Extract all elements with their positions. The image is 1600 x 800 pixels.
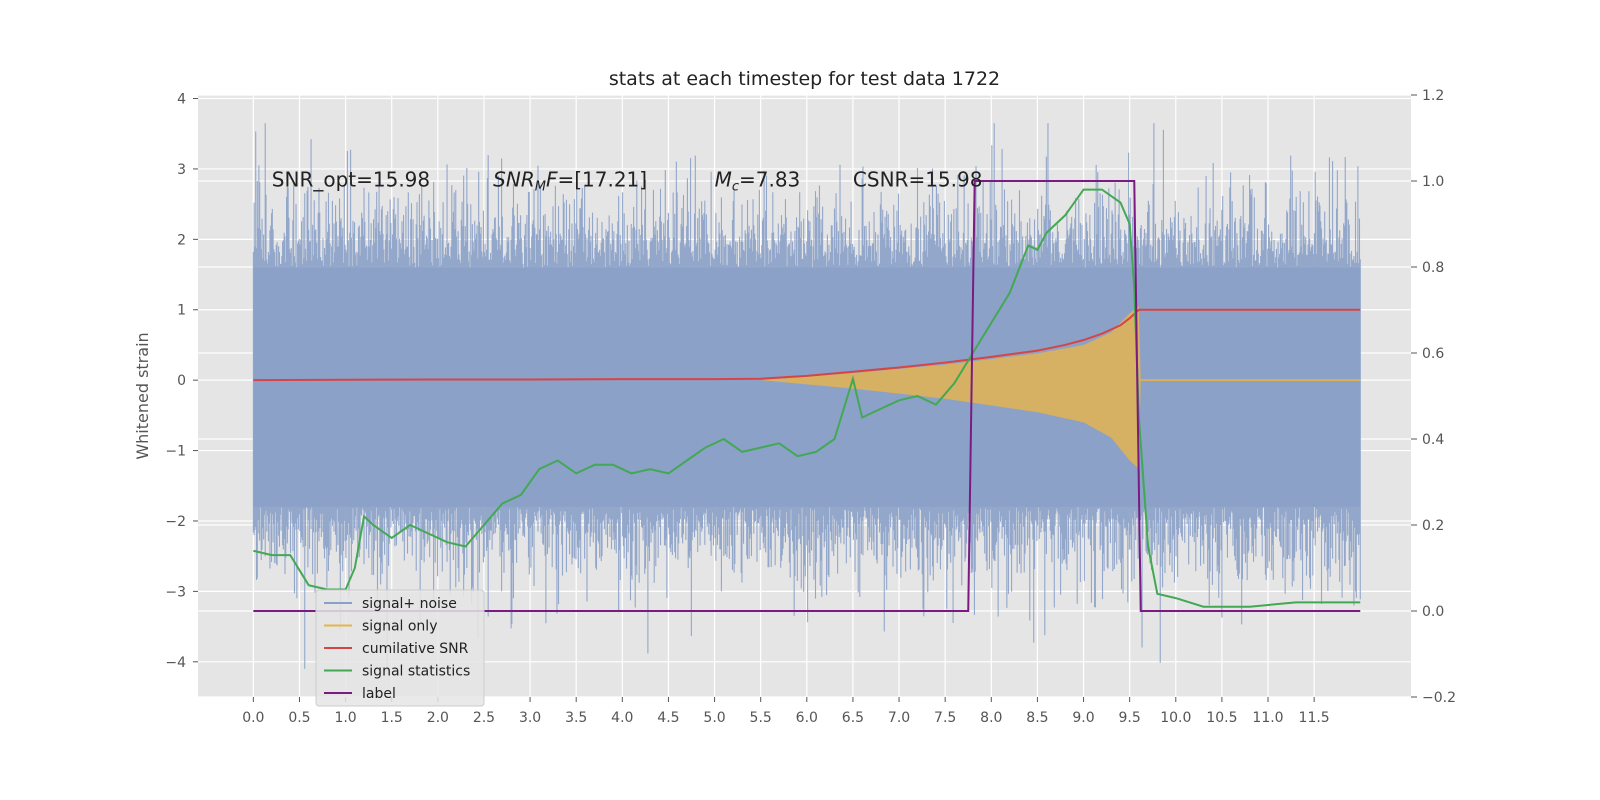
legend-entry: cumilative SNR [362, 641, 469, 657]
annotation-text: Mc=7.83 [715, 167, 801, 194]
x-tick-label: 10.0 [1160, 710, 1191, 726]
x-tick-label: 5.0 [703, 710, 725, 726]
y-tick-label: 3 [177, 162, 186, 178]
chart-title: stats at each timestep for test data 172… [609, 68, 1000, 90]
y-tick-label: 1 [177, 303, 186, 319]
legend-entry: label [362, 686, 396, 702]
legend-entry: signal+ noise [362, 596, 457, 612]
x-tick-label: 8.0 [980, 710, 1002, 726]
annotation-text: SNR_opt=15.98 [272, 167, 430, 191]
y-tick-label: −4 [165, 655, 186, 671]
annotation-subscript: c [732, 179, 739, 194]
x-tick-label: 2.0 [427, 710, 449, 726]
x-tick-label: 1.0 [334, 710, 356, 726]
annotation-subscript: M [535, 179, 546, 194]
annotation-rest: F [546, 167, 558, 191]
annotations: SNR_opt=15.98 SNRMF=[17.21] Mc=7.83 CSNR=15… [272, 167, 983, 194]
signal-noise-series [252, 123, 1361, 673]
x-tick-label: 11.0 [1252, 710, 1283, 726]
y2-tick-label: 1.2 [1422, 88, 1444, 104]
x-tick-label: 5.5 [750, 710, 772, 726]
y2-tick-label: 0.2 [1422, 518, 1444, 534]
x-tick-label: 10.5 [1206, 710, 1237, 726]
x-tick-label: 9.0 [1072, 710, 1094, 726]
x-tick-label: 8.5 [1026, 710, 1048, 726]
label-line [253, 180, 1361, 612]
y-axis-right: 1.2 1.0 0.8 0.6 0.4 0.2 0.0 −0.2 [1411, 88, 1456, 706]
x-tick-label: 2.5 [473, 710, 495, 726]
y-tick-label: −1 [165, 444, 186, 460]
y2-tick-label: −0.2 [1422, 690, 1456, 706]
x-tick-label: 11.5 [1299, 710, 1330, 726]
x-tick-label: 7.0 [888, 710, 910, 726]
x-tick-label: 9.5 [1119, 710, 1141, 726]
x-tick-label: 4.5 [657, 710, 679, 726]
annotation-text: SNRMF=[17.21] [493, 167, 647, 194]
legend-entry: signal statistics [362, 664, 470, 680]
signal-statistics-line [253, 188, 1361, 608]
y-axis-label: Whitened strain [133, 332, 152, 459]
annotation-rest: =7.83 [739, 167, 800, 191]
x-tick-label: 3.5 [565, 710, 587, 726]
y2-tick-label: 0.6 [1422, 346, 1444, 362]
x-tick-label: 6.5 [842, 710, 864, 726]
y2-tick-label: 0.8 [1422, 260, 1444, 276]
x-tick-label: 7.5 [934, 710, 956, 726]
legend: signal+ noise signal only cumilative SNR si… [315, 589, 485, 707]
y2-tick-label: 0.4 [1422, 432, 1444, 448]
y2-tick-label: 0.0 [1422, 604, 1444, 620]
annotation-text: CSNR=15.98 [853, 167, 983, 191]
y-tick-label: 0 [177, 373, 186, 389]
y-tick-label: 4 [177, 92, 186, 108]
x-tick-label: 0.0 [242, 710, 264, 726]
x-tick-label: 0.5 [288, 710, 310, 726]
x-tick-label: 1.5 [381, 710, 403, 726]
y-tick-label: 2 [177, 232, 186, 248]
legend-box [315, 589, 485, 707]
y2-tick-label: 1.0 [1422, 174, 1444, 190]
x-axis: 0.0 0.5 1.0 1.5 2.0 2.5 3.0 3.5 4.0 4.5 5.0 5.5 6.0 6… [242, 697, 1330, 726]
x-tick-label: 6.0 [796, 710, 818, 726]
x-tick-label: 3.0 [519, 710, 541, 726]
line-series [253, 180, 1361, 612]
y-tick-label: −2 [165, 514, 186, 530]
annotation-base: SNR [493, 167, 535, 191]
annotation-base: M [715, 167, 732, 191]
x-tick-label: 4.0 [611, 710, 633, 726]
annotation-value: =[17.21] [557, 167, 647, 191]
legend-entry: signal only [362, 619, 437, 635]
y-tick-label: −3 [165, 584, 186, 600]
y-axis-left: 4 3 2 1 0 −1 −2 −3 −4 [165, 92, 198, 671]
